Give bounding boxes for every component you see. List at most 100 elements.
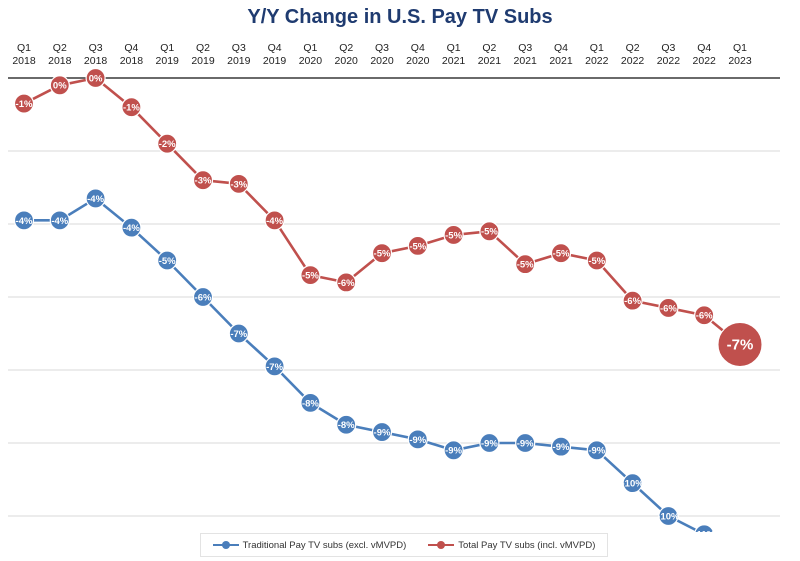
data-point (336, 272, 357, 293)
data-label: -11% (693, 530, 715, 532)
data-point (192, 170, 214, 191)
data-point (717, 321, 763, 367)
x-tick-label: Q3 (89, 42, 103, 54)
data-label: -6% (696, 311, 713, 322)
x-tick-label: 2022 (585, 55, 609, 67)
data-label: -4% (266, 216, 283, 227)
data-point (443, 224, 464, 246)
data-point (121, 97, 142, 118)
data-label: 0% (89, 73, 103, 84)
data-point (443, 440, 464, 461)
x-tick-label: Q4 (411, 42, 425, 54)
x-tick-label: Q2 (53, 42, 67, 54)
x-tick-label: Q1 (17, 42, 31, 54)
data-point (622, 290, 643, 311)
data-point (586, 250, 607, 271)
data-label: -5% (409, 241, 426, 252)
data-label: -7% (230, 329, 247, 340)
data-label: -9% (374, 427, 391, 438)
x-tick-label: Q3 (375, 42, 389, 54)
data-point (228, 323, 249, 344)
x-tick-label: Q4 (268, 42, 282, 54)
x-tick-label: 2018 (120, 55, 144, 67)
data-point (49, 210, 70, 231)
x-tick-label: 2021 (442, 55, 466, 67)
data-point (264, 210, 285, 231)
data-point (157, 250, 178, 271)
data-label: -5% (481, 227, 498, 238)
x-tick-label: Q3 (518, 42, 532, 54)
data-label: -1% (16, 99, 33, 110)
data-point (157, 133, 178, 154)
x-tick-label: Q1 (447, 42, 461, 54)
data-point (121, 217, 142, 238)
data-label: -4% (87, 194, 104, 205)
data-point (336, 414, 357, 435)
x-tick-label: Q2 (626, 42, 640, 54)
x-tick-label: 2023 (728, 55, 752, 67)
x-tick-label: 2021 (478, 55, 502, 67)
data-point (694, 305, 715, 326)
legend-label-total: Total Pay TV subs (incl. vMVPD) (458, 539, 596, 551)
x-tick-label: 2020 (335, 55, 359, 67)
chart-title: Y/Y Change in U.S. Pay TV Subs (247, 6, 553, 28)
data-point (300, 265, 321, 286)
data-label: -4% (123, 223, 140, 234)
legend-item-traditional: Traditional Pay TV subs (excl. vMVPD) (212, 540, 406, 551)
data-label: -6% (624, 296, 641, 307)
x-tick-label: 2022 (657, 55, 681, 67)
x-tick-label: 2022 (621, 55, 645, 67)
x-tick-label: 2019 (156, 55, 180, 67)
data-point (228, 173, 249, 194)
data-label: -1% (123, 103, 140, 114)
plot-area: Q12018Q22018Q32018Q42018Q12019Q22019Q320… (8, 42, 780, 532)
x-tick-label: Q4 (124, 42, 138, 54)
data-label: -9% (588, 446, 605, 457)
data-label: -7% (727, 336, 754, 353)
data-label: -6% (195, 292, 212, 303)
data-label: -10% (622, 479, 645, 490)
legend: Traditional Pay TV subs (excl. vMVPD) To… (200, 533, 608, 557)
data-point (371, 243, 393, 264)
x-tick-label: 2019 (263, 55, 287, 67)
data-label: 0% (53, 81, 67, 92)
data-point (264, 356, 285, 377)
data-label: -5% (374, 249, 391, 260)
legend-swatch-traditional (212, 541, 239, 549)
data-point (550, 243, 572, 264)
x-tick-label: Q3 (232, 42, 246, 54)
x-tick-label: Q1 (590, 42, 604, 54)
data-label: -9% (517, 438, 534, 449)
x-tick-label: Q2 (339, 42, 353, 54)
data-point (407, 235, 428, 256)
data-point (479, 432, 500, 454)
data-point (300, 392, 321, 413)
x-tick-label: 2022 (693, 55, 717, 67)
data-label: -7% (266, 362, 283, 373)
x-tick-label: Q4 (554, 42, 568, 54)
data-point (515, 254, 536, 275)
data-label: -10% (657, 511, 680, 522)
data-point (85, 67, 106, 89)
data-label: -5% (445, 230, 462, 241)
data-label: -3% (230, 179, 247, 190)
x-tick-label: 2018 (48, 55, 72, 67)
data-label: -4% (16, 216, 33, 227)
data-label: -5% (588, 256, 605, 267)
data-point (586, 440, 607, 461)
x-tick-label: 2021 (549, 55, 573, 67)
legend-item-total: Total Pay TV subs (incl. vMVPD) (428, 540, 595, 551)
x-tick-label: 2020 (370, 55, 394, 67)
x-tick-label: 2020 (406, 55, 430, 67)
data-point (192, 286, 214, 308)
x-tick-label: Q1 (160, 42, 174, 54)
x-tick-label: Q3 (661, 42, 675, 54)
x-tick-label: Q4 (697, 42, 711, 54)
data-label: -8% (302, 398, 319, 409)
x-tick-label: 2019 (227, 55, 251, 67)
x-tick-label: 2018 (84, 55, 108, 67)
data-label: -2% (159, 139, 176, 150)
data-label: -4% (51, 216, 68, 227)
data-label: -5% (517, 260, 534, 271)
